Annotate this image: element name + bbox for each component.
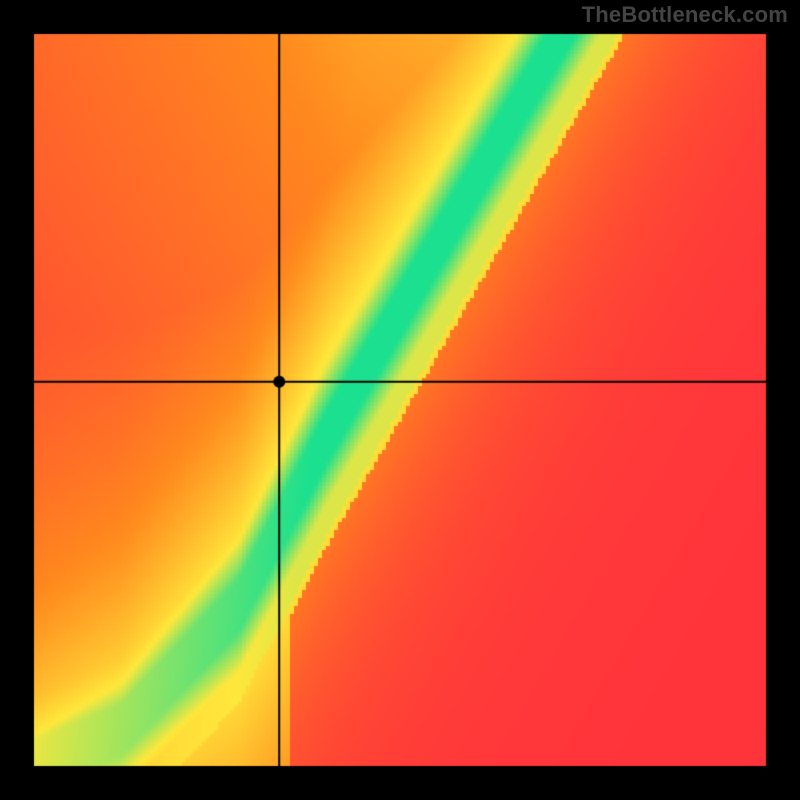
bottleneck-heatmap [0,0,800,800]
attribution-text: TheBottleneck.com [582,2,788,28]
